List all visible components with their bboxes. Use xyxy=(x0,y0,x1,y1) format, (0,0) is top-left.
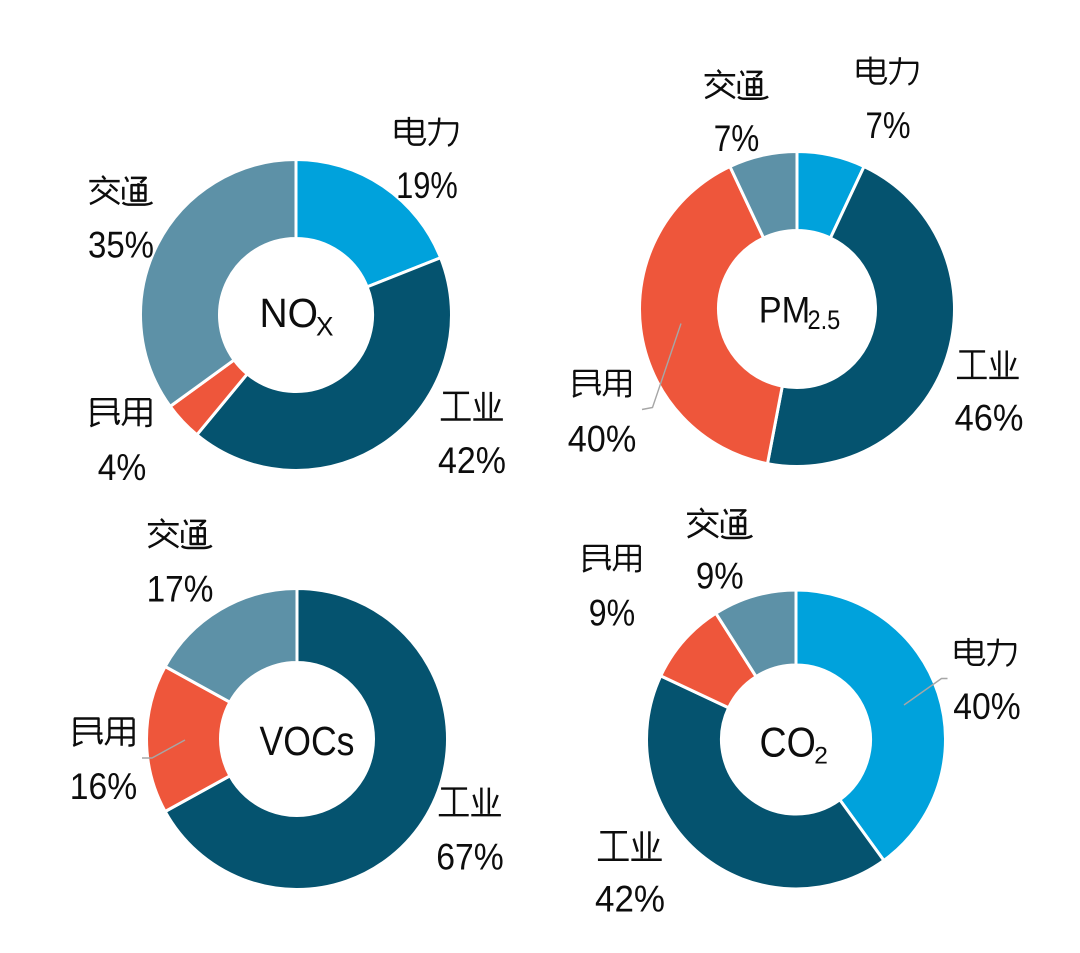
svg-text:16%: 16% xyxy=(70,765,137,807)
svg-text:42%: 42% xyxy=(438,439,506,481)
svg-text:67%: 67% xyxy=(436,836,504,878)
svg-text:7%: 7% xyxy=(866,104,911,146)
svg-text:4%: 4% xyxy=(98,446,147,488)
svg-text:7%: 7% xyxy=(714,117,760,159)
svg-text:40%: 40% xyxy=(568,417,637,459)
svg-text:PM: PM xyxy=(759,289,811,331)
svg-text:X: X xyxy=(316,312,334,342)
svg-text:35%: 35% xyxy=(88,223,154,265)
svg-text:42%: 42% xyxy=(595,877,665,919)
svg-text:2: 2 xyxy=(814,742,828,769)
svg-text:NO: NO xyxy=(260,290,319,336)
svg-text:9%: 9% xyxy=(589,592,635,634)
svg-text:40%: 40% xyxy=(953,685,1020,727)
svg-text:19%: 19% xyxy=(396,164,458,206)
svg-text:VOCs: VOCs xyxy=(260,718,355,764)
svg-text:9%: 9% xyxy=(696,555,744,597)
svg-text:2.5: 2.5 xyxy=(808,305,841,335)
svg-text:CO: CO xyxy=(760,719,816,766)
svg-text:17%: 17% xyxy=(147,567,214,609)
svg-text:46%: 46% xyxy=(955,397,1024,439)
